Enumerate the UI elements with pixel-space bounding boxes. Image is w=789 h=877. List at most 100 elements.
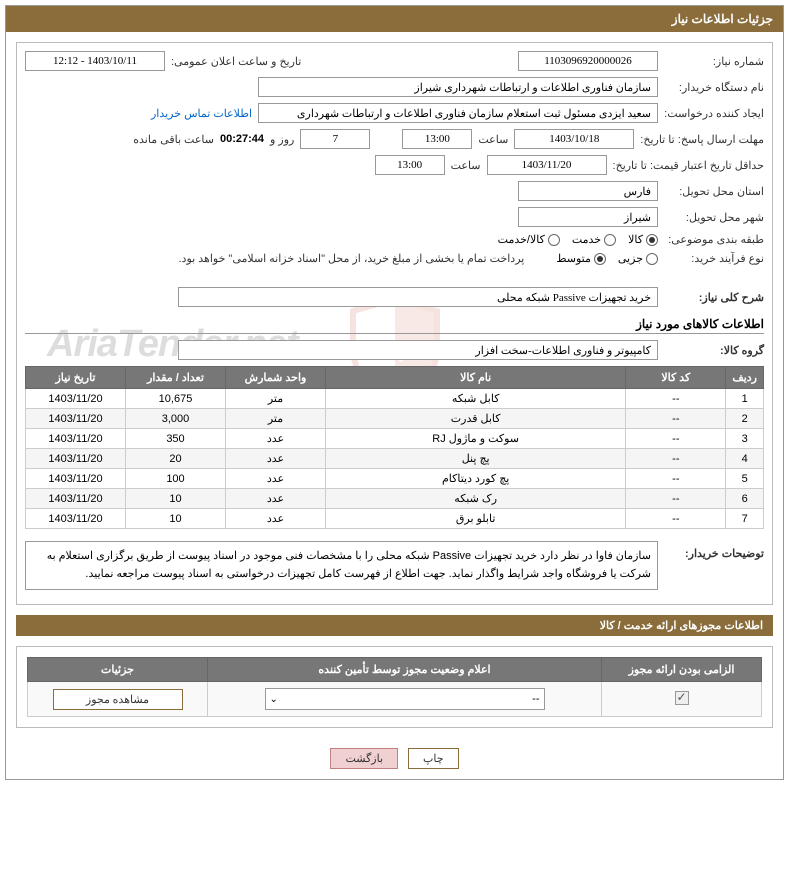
table-row: 3--سوکت و ماژول RJعدد3501403/11/20 <box>26 429 764 449</box>
table-row: 5--پچ کورد دیتاکامعدد1001403/11/20 <box>26 469 764 489</box>
deadline-date-input <box>514 129 634 149</box>
general-desc-label: شرح کلی نیاز: <box>664 291 764 304</box>
th-unit: واحد شمارش <box>226 367 326 389</box>
announce-datetime-input <box>25 51 165 71</box>
items-table: ردیف کد کالا نام کالا واحد شمارش تعداد /… <box>25 366 764 529</box>
radio-minor-circle <box>646 253 658 265</box>
table-row: 2--کابل قدرتمتر3,0001403/11/20 <box>26 409 764 429</box>
time-label-2: ساعت <box>451 159 481 172</box>
page-header: جزئیات اطلاعات نیاز <box>6 6 783 32</box>
th-date: تاریخ نیاز <box>26 367 126 389</box>
radio-minor[interactable]: جزیی <box>618 252 658 265</box>
table-row: 4--پچ پنلعدد201403/11/20 <box>26 449 764 469</box>
table-cell: عدد <box>226 449 326 469</box>
remaining-label: ساعت باقی مانده <box>133 133 214 146</box>
table-cell: 4 <box>726 449 764 469</box>
page-title: جزئیات اطلاعات نیاز <box>672 12 773 26</box>
requester-input <box>258 103 658 123</box>
table-cell: عدد <box>226 489 326 509</box>
radio-medium-circle <box>594 253 606 265</box>
buyer-org-label: نام دستگاه خریدار: <box>664 81 764 94</box>
validity-label: حداقل تاریخ اعتبار قیمت: تا تاریخ: <box>613 159 764 172</box>
table-cell: 10 <box>126 489 226 509</box>
table-cell: 10,675 <box>126 389 226 409</box>
license-area: الزامی بودن ارائه مجوز اعلام وضعیت مجوز … <box>16 646 773 728</box>
group-input <box>178 340 658 360</box>
table-row: 7--تابلو برقعدد101403/11/20 <box>26 509 764 529</box>
table-cell: 1403/11/20 <box>26 469 126 489</box>
table-cell: 2 <box>726 409 764 429</box>
table-cell: -- <box>626 489 726 509</box>
license-row: -- ⌄ مشاهده مجوز <box>28 682 762 717</box>
countdown: 00:27:44 <box>220 133 264 145</box>
general-desc-input <box>178 287 658 307</box>
license-table: الزامی بودن ارائه مجوز اعلام وضعیت مجوز … <box>27 657 762 717</box>
process-note: پرداخت تمام یا بخشی از مبلغ خرید، از محل… <box>179 252 525 265</box>
table-cell: 1403/11/20 <box>26 509 126 529</box>
table-cell: -- <box>626 429 726 449</box>
radio-service[interactable]: خدمت <box>572 233 616 246</box>
table-cell: 6 <box>726 489 764 509</box>
radio-medium[interactable]: متوسط <box>556 252 606 265</box>
table-cell: کابل قدرت <box>326 409 626 429</box>
deadline-label: مهلت ارسال پاسخ: تا تاریخ: <box>640 133 764 146</box>
chevron-down-icon: ⌄ <box>270 694 278 705</box>
buyer-desc-box: سازمان فاوا در نظر دارد خرید تجهیزات Pas… <box>25 541 658 590</box>
table-cell: متر <box>226 389 326 409</box>
radio-goods-service[interactable]: کالا/خدمت <box>498 233 560 246</box>
table-cell: پچ پنل <box>326 449 626 469</box>
table-row: 6--رک شبکهعدد101403/11/20 <box>26 489 764 509</box>
table-row: 1--کابل شبکهمتر10,6751403/11/20 <box>26 389 764 409</box>
table-cell: 7 <box>726 509 764 529</box>
deadline-time-input <box>402 129 472 149</box>
requester-label: ایجاد کننده درخواست: <box>664 107 764 120</box>
validity-date-input <box>487 155 607 175</box>
print-button[interactable]: چاپ <box>408 748 459 769</box>
table-cell: -- <box>626 469 726 489</box>
city-input <box>518 207 658 227</box>
th-code: کد کالا <box>626 367 726 389</box>
table-cell: -- <box>626 509 726 529</box>
table-cell: -- <box>626 389 726 409</box>
table-cell: رک شبکه <box>326 489 626 509</box>
items-section-title: اطلاعات کالاهای مورد نیاز <box>25 317 764 334</box>
process-radio-group: جزیی متوسط <box>556 252 658 265</box>
back-button[interactable]: بازگشت <box>330 748 398 769</box>
group-label: گروه کالا: <box>664 344 764 357</box>
days-input <box>300 129 370 149</box>
table-cell: -- <box>626 449 726 469</box>
table-cell: 10 <box>126 509 226 529</box>
th-name: نام کالا <box>326 367 626 389</box>
buyer-desc-label: توضیحات خریدار: <box>664 537 764 560</box>
view-license-button[interactable]: مشاهده مجوز <box>53 689 183 710</box>
th-qty: تعداد / مقدار <box>126 367 226 389</box>
table-cell: 1403/11/20 <box>26 489 126 509</box>
status-dropdown[interactable]: -- ⌄ <box>265 688 545 710</box>
table-cell: 1 <box>726 389 764 409</box>
license-section-bar: اطلاعات مجوزهای ارائه خدمت / کالا <box>16 615 773 636</box>
buyer-contact-link[interactable]: اطلاعات تماس خریدار <box>151 107 252 120</box>
province-input <box>518 181 658 201</box>
license-section-title: اطلاعات مجوزهای ارائه خدمت / کالا <box>600 620 763 632</box>
table-cell: 1403/11/20 <box>26 429 126 449</box>
th-mandatory: الزامی بودن ارائه مجوز <box>602 658 762 682</box>
th-details: جزئیات <box>28 658 208 682</box>
category-radio-group: کالا خدمت کالا/خدمت <box>498 233 658 246</box>
days-label: روز و <box>270 133 294 146</box>
radio-goods-service-circle <box>548 234 560 246</box>
table-cell: 350 <box>126 429 226 449</box>
table-cell: 1403/11/20 <box>26 409 126 429</box>
province-label: استان محل تحویل: <box>664 185 764 198</box>
table-cell: 20 <box>126 449 226 469</box>
table-cell: 1403/11/20 <box>26 449 126 469</box>
table-cell: 5 <box>726 469 764 489</box>
table-cell: کابل شبکه <box>326 389 626 409</box>
radio-goods-circle <box>646 234 658 246</box>
radio-goods[interactable]: کالا <box>628 233 658 246</box>
table-cell: سوکت و ماژول RJ <box>326 429 626 449</box>
th-status: اعلام وضعیت مجوز توسط تأمین کننده <box>208 658 602 682</box>
table-cell: 3 <box>726 429 764 449</box>
button-row: چاپ بازگشت <box>6 738 783 779</box>
table-cell: 100 <box>126 469 226 489</box>
category-label: طبقه بندی موضوعی: <box>664 233 764 246</box>
